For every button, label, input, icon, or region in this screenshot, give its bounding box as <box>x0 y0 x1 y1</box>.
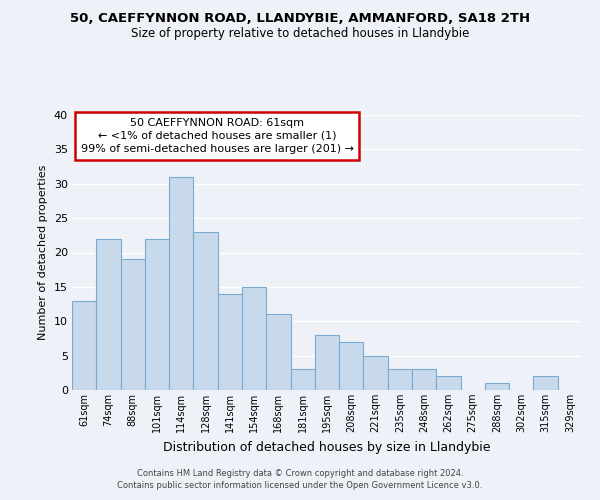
Text: Contains HM Land Registry data © Crown copyright and database right 2024.: Contains HM Land Registry data © Crown c… <box>137 468 463 477</box>
Text: Size of property relative to detached houses in Llandybie: Size of property relative to detached ho… <box>131 28 469 40</box>
Text: Contains public sector information licensed under the Open Government Licence v3: Contains public sector information licen… <box>118 481 482 490</box>
Bar <box>121 260 145 390</box>
Bar <box>218 294 242 390</box>
X-axis label: Distribution of detached houses by size in Llandybie: Distribution of detached houses by size … <box>163 440 491 454</box>
Bar <box>96 239 121 390</box>
Text: 50, CAEFFYNNON ROAD, LLANDYBIE, AMMANFORD, SA18 2TH: 50, CAEFFYNNON ROAD, LLANDYBIE, AMMANFOR… <box>70 12 530 26</box>
Bar <box>193 232 218 390</box>
Bar <box>242 287 266 390</box>
Bar <box>485 383 509 390</box>
Y-axis label: Number of detached properties: Number of detached properties <box>38 165 48 340</box>
Bar <box>72 300 96 390</box>
Bar <box>412 370 436 390</box>
Bar <box>364 356 388 390</box>
Bar <box>145 239 169 390</box>
Bar <box>339 342 364 390</box>
Bar <box>290 370 315 390</box>
Bar <box>533 376 558 390</box>
Text: 50 CAEFFYNNON ROAD: 61sqm
← <1% of detached houses are smaller (1)
99% of semi-d: 50 CAEFFYNNON ROAD: 61sqm ← <1% of detac… <box>81 118 354 154</box>
Bar <box>169 177 193 390</box>
Bar <box>266 314 290 390</box>
Bar <box>315 335 339 390</box>
Bar <box>436 376 461 390</box>
Bar <box>388 370 412 390</box>
